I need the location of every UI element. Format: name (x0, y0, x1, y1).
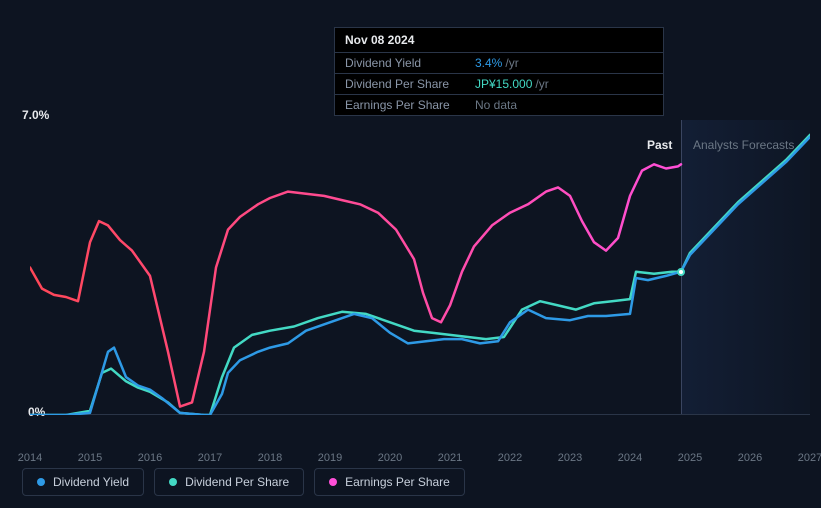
x-tick: 2022 (498, 452, 522, 464)
plot-area[interactable]: Past Analysts Forecasts (30, 120, 810, 415)
chart-container: 7.0% 0% Past Analysts Forecasts 20142015… (30, 100, 810, 430)
x-tick: 2026 (738, 452, 762, 464)
tooltip-row-value: No data (475, 98, 517, 112)
legend-item[interactable]: Earnings Per Share (314, 468, 465, 496)
tooltip-row-unit: /yr (505, 56, 518, 70)
tooltip-row: Dividend Per ShareJP¥15.000/yr (335, 74, 663, 95)
tooltip-row-value: JP¥15.000 (475, 77, 532, 91)
x-tick: 2025 (678, 452, 702, 464)
x-tick: 2020 (378, 452, 402, 464)
x-tick: 2015 (78, 452, 102, 464)
legend-item[interactable]: Dividend Per Share (154, 468, 304, 496)
tooltip-row-label: Dividend Per Share (345, 77, 475, 91)
x-tick: 2023 (558, 452, 582, 464)
x-tick: 2021 (438, 452, 462, 464)
tooltip-row-unit: /yr (535, 77, 548, 91)
x-tick: 2018 (258, 452, 282, 464)
legend-dot (169, 478, 177, 486)
x-tick: 2016 (138, 452, 162, 464)
legend-label: Dividend Yield (53, 475, 129, 489)
tooltip-date: Nov 08 2024 (335, 28, 663, 53)
tooltip: Nov 08 2024 Dividend Yield3.4%/yrDividen… (334, 27, 664, 116)
x-tick: 2019 (318, 452, 342, 464)
tooltip-row-label: Earnings Per Share (345, 98, 475, 112)
tooltip-row: Dividend Yield3.4%/yr (335, 53, 663, 74)
legend-item[interactable]: Dividend Yield (22, 468, 144, 496)
x-tick: 2017 (198, 452, 222, 464)
legend-label: Dividend Per Share (185, 475, 289, 489)
x-tick: 2027 (798, 452, 821, 464)
legend-label: Earnings Per Share (345, 475, 450, 489)
legend-dot (329, 478, 337, 486)
x-tick: 2024 (618, 452, 642, 464)
tooltip-row-value: 3.4% (475, 56, 502, 70)
hover-marker (677, 268, 685, 276)
tooltip-row-label: Dividend Yield (345, 56, 475, 70)
legend: Dividend Yield Dividend Per Share Earnings… (22, 468, 465, 496)
x-tick: 2014 (18, 452, 42, 464)
legend-dot (37, 478, 45, 486)
chart-svg (30, 120, 810, 415)
tooltip-row: Earnings Per ShareNo data (335, 95, 663, 115)
